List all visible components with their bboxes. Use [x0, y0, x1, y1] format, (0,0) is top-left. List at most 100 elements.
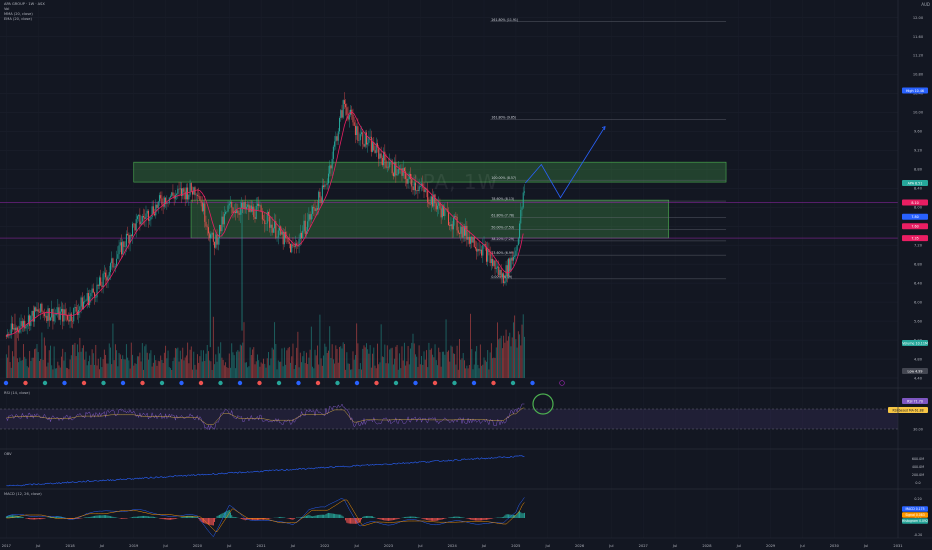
- macd-histogram-bar: [101, 515, 103, 518]
- macd-histogram-bar: [281, 517, 283, 518]
- macd-histogram-bar: [121, 518, 122, 519]
- volume-bar: [324, 343, 326, 378]
- candle-body: [181, 188, 183, 196]
- volume-bar: [336, 348, 338, 378]
- price-axis-marker: [902, 340, 928, 346]
- candle-body: [292, 244, 294, 247]
- candle-body: [385, 160, 387, 168]
- price-tick-label: 8.40: [914, 187, 923, 191]
- volume-bar: [76, 344, 78, 378]
- macd-histogram-bar: [95, 515, 97, 518]
- candle-body: [204, 203, 206, 222]
- volume-bar: [351, 369, 353, 378]
- candle-body: [189, 183, 191, 195]
- macd-histogram-bar: [27, 518, 29, 520]
- candle-body: [335, 136, 337, 142]
- volume-bar: [129, 368, 131, 378]
- candle-body: [27, 315, 29, 325]
- macd-histogram-bar: [291, 518, 293, 520]
- macd-histogram-bar: [462, 517, 464, 518]
- candle-body: [473, 237, 475, 247]
- candle-body: [403, 168, 405, 172]
- candle-body: [85, 300, 87, 302]
- candle-body: [165, 197, 167, 204]
- volume-bar: [222, 359, 224, 378]
- candle-body: [327, 173, 329, 184]
- currency-label[interactable]: AUD: [921, 2, 930, 7]
- volume-bar: [468, 365, 470, 378]
- time-tick-label: 2028: [702, 544, 712, 548]
- candle-body: [119, 242, 121, 246]
- volume-bar: [94, 365, 96, 378]
- candle-body: [386, 166, 388, 168]
- volume-bar: [373, 347, 375, 378]
- fib-level-label: 0.00% (6.49): [491, 275, 512, 279]
- macd-histogram-bar: [318, 514, 320, 518]
- macd-histogram-bar: [154, 517, 156, 518]
- macd-histogram-bar: [163, 518, 165, 520]
- candle-body: [57, 307, 59, 315]
- candle-body: [423, 187, 425, 192]
- volume-bar: [455, 364, 457, 378]
- candle-body: [444, 208, 446, 217]
- volume-bar: [435, 360, 437, 378]
- macd-histogram-bar: [461, 517, 463, 518]
- volume-bar: [112, 323, 114, 378]
- macd-histogram-bar: [523, 512, 525, 518]
- candle-body: [162, 204, 164, 207]
- price-tick-label: 12.00: [913, 16, 924, 20]
- macd-histogram-bar: [467, 518, 469, 519]
- candle-body: [326, 183, 328, 185]
- volume-bar: [282, 366, 284, 378]
- volume-bar: [216, 361, 218, 378]
- macd-histogram-bar: [444, 518, 446, 519]
- volume-bar: [272, 349, 274, 378]
- volume-bar: [123, 359, 125, 378]
- volume-bar: [509, 332, 511, 378]
- volume-bar: [407, 346, 409, 378]
- macd-histogram-bar: [505, 514, 507, 518]
- volume-bar: [183, 360, 185, 378]
- volume-bar: [312, 366, 314, 378]
- rsi-value-marker: [902, 398, 928, 404]
- volume-bar: [75, 356, 77, 378]
- macd-histogram-bar: [37, 518, 39, 520]
- macd-histogram-bar: [307, 515, 309, 518]
- volume-bar: [67, 368, 69, 378]
- time-tick-label: 2031: [893, 544, 902, 548]
- macd-histogram-bar: [252, 518, 253, 520]
- candle-body: [370, 136, 372, 152]
- obv-line: [6, 455, 525, 487]
- volume-bar: [146, 352, 148, 378]
- obv-tick-label: 200.0M: [912, 473, 924, 477]
- candle-body: [63, 309, 65, 322]
- candle-body: [89, 296, 91, 305]
- candle-body: [436, 205, 438, 210]
- volume-bar: [414, 354, 416, 378]
- macd-histogram-bar: [5, 516, 7, 518]
- macd-histogram-bar: [303, 516, 305, 518]
- macd-histogram-bar: [200, 518, 202, 522]
- price-axis-marker-text: 7.60: [911, 225, 918, 229]
- volume-bar: [439, 352, 441, 378]
- candle-body: [128, 235, 130, 244]
- macd-histogram-bar: [254, 518, 256, 521]
- time-tick-label: 2019: [129, 544, 139, 548]
- candle-body: [470, 236, 472, 244]
- macd-histogram-bar: [430, 518, 432, 521]
- candle-body: [108, 272, 110, 276]
- volume-bar: [97, 358, 99, 378]
- volume-bar: [140, 361, 142, 378]
- candle-body: [80, 297, 82, 307]
- rsi-line: [6, 403, 525, 431]
- volume-bar: [247, 367, 249, 378]
- volume-bar: [402, 360, 404, 378]
- macd-histogram-bar: [255, 518, 257, 521]
- macd-histogram-bar: [38, 518, 40, 520]
- time-tick-label: 2030: [830, 544, 840, 548]
- volume-bar: [281, 348, 283, 378]
- volume-bar: [305, 352, 307, 378]
- volume-bar: [488, 369, 490, 378]
- macd-histogram-bar: [395, 518, 397, 520]
